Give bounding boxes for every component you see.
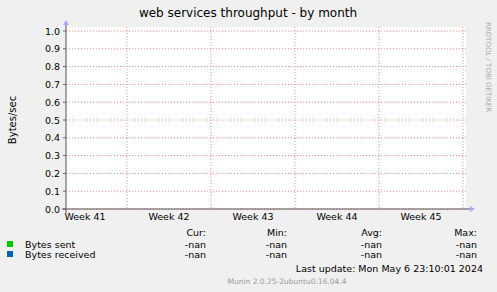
x-axis: [62, 209, 470, 210]
x-axis-arrow: [470, 206, 475, 212]
x-tick-label: Week 42: [148, 211, 189, 222]
y-axis-arrow: [63, 20, 69, 25]
y-tick-label: 0.5: [45, 115, 60, 126]
y-axis: [66, 25, 67, 213]
chart: web services throughput - by month RRDTOO…: [0, 0, 497, 292]
y-tick-label: 0.9: [45, 43, 60, 54]
legend-swatch: [7, 251, 13, 257]
y-tick-label: 0.7: [45, 79, 60, 90]
x-grid-line: [463, 27, 464, 209]
plot-area: [66, 27, 466, 209]
y-tick-label: 0.0: [45, 204, 60, 215]
legend-swatch: [7, 241, 13, 247]
title: web services throughput - by month: [139, 6, 357, 20]
y-grid-line: [66, 102, 466, 103]
y-grid-line: [66, 48, 466, 49]
y-tick-label: 0.8: [45, 61, 60, 72]
y-tick-label: 1.0: [45, 26, 60, 37]
x-tick-label: Week 41: [64, 211, 105, 222]
y-grid-line: [66, 173, 466, 174]
y-grid-line: [66, 155, 466, 156]
legend-column-header: Avg:: [361, 227, 382, 238]
y-grid-line: [66, 120, 466, 121]
x-grid-line: [379, 27, 380, 209]
x-grid-line: [211, 27, 212, 209]
x-tick-label: Week 45: [400, 211, 441, 222]
y-axis-label: Bytes/sec: [7, 96, 18, 144]
legend-label: Bytes received: [25, 249, 95, 260]
legend-column-header: Min:: [267, 227, 287, 238]
y-grid-line: [66, 84, 466, 85]
y-grid-line: [66, 137, 466, 138]
y-grid-line: [66, 31, 466, 32]
last-update: Last update: Mon May 6 23:10:01 2024: [296, 263, 483, 274]
x-grid-line: [295, 27, 296, 209]
y-grid-line: [66, 191, 466, 192]
y-tick-label: 0.1: [45, 186, 60, 197]
legend-stat: -nan: [361, 249, 382, 260]
legend-column-header: Cur:: [186, 227, 206, 238]
x-tick-label: Week 44: [316, 211, 357, 222]
y-tick-label: 0.6: [45, 97, 60, 108]
y-tick-label: 0.4: [45, 132, 60, 143]
legend-stat: -nan: [266, 249, 287, 260]
footer: Munin 2.0.25-2ubuntu0.16.04.4: [227, 277, 346, 286]
side-text: RRDTOOL / TOBI OETIKER: [484, 22, 492, 112]
y-tick-label: 0.3: [45, 150, 60, 161]
x-grid-line: [127, 27, 128, 209]
y-grid-line: [66, 66, 466, 67]
background: [0, 0, 497, 292]
x-tick-label: Week 43: [232, 211, 273, 222]
legend-column-header: Max:: [454, 227, 477, 238]
legend-stat: -nan: [185, 249, 206, 260]
legend-stat: -nan: [456, 249, 477, 260]
y-tick-label: 0.2: [45, 168, 60, 179]
